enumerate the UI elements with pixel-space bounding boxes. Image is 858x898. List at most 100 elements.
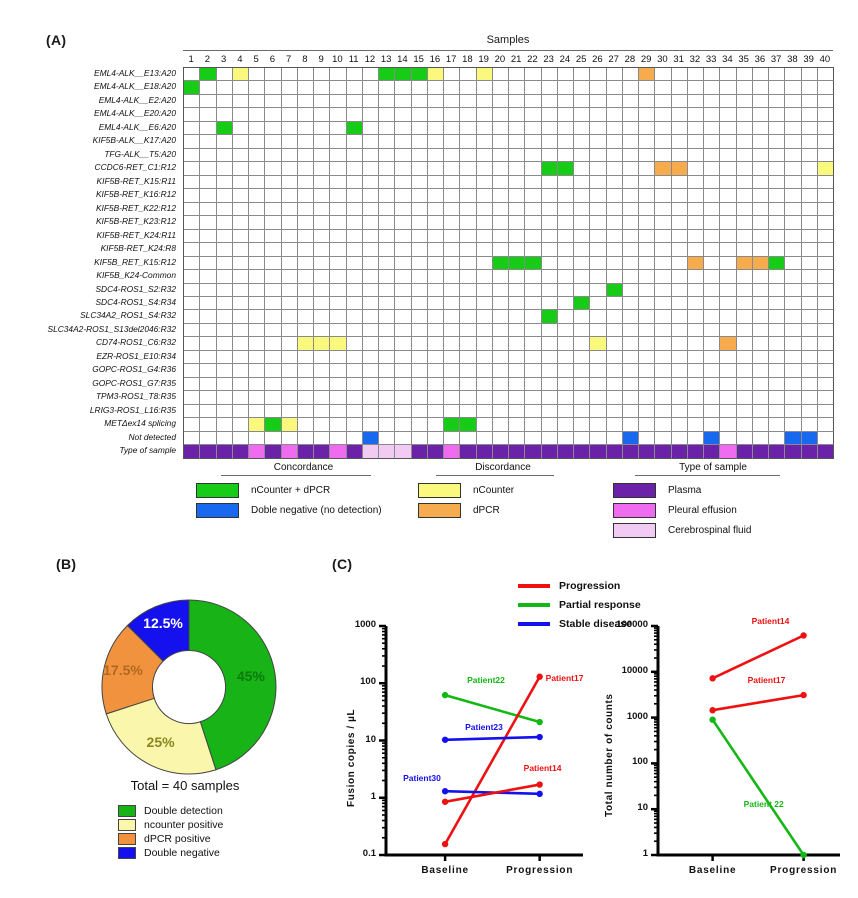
heatmap-cell[interactable] [622,445,639,459]
heatmap-cell[interactable] [769,296,786,311]
heatmap-cell[interactable] [639,377,656,392]
heatmap-cell[interactable] [184,310,201,324]
heatmap-cell[interactable] [476,445,493,459]
heatmap-cell[interactable] [736,202,753,217]
heatmap-cell[interactable] [362,310,379,324]
heatmap-cell[interactable] [720,189,737,203]
heatmap-cell[interactable] [769,243,786,257]
heatmap-cell[interactable] [314,310,331,324]
heatmap-cell[interactable] [395,350,412,365]
heatmap-cell[interactable] [541,377,558,392]
heatmap-cell[interactable] [752,445,769,459]
heatmap-cell[interactable] [557,296,574,311]
heatmap-cell[interactable] [655,296,672,311]
heatmap-cell[interactable] [330,135,347,149]
heatmap-cell[interactable] [622,283,639,297]
heatmap-cell[interactable] [785,243,802,257]
heatmap-cell[interactable] [216,243,233,257]
heatmap-cell[interactable] [200,364,217,378]
heatmap-cell[interactable] [232,418,249,432]
heatmap-cell[interactable] [492,175,509,190]
heatmap-cell[interactable] [606,68,623,82]
heatmap-cell[interactable] [606,418,623,432]
heatmap-cell[interactable] [590,283,607,297]
heatmap-cell[interactable] [492,121,509,136]
heatmap-cell[interactable] [622,216,639,230]
heatmap-cell[interactable] [232,135,249,149]
heatmap-cell[interactable] [314,256,331,271]
heatmap-cell[interactable] [427,108,444,122]
heatmap-cell[interactable] [509,81,526,95]
heatmap-cell[interactable] [265,445,282,459]
heatmap-cell[interactable] [639,148,656,163]
heatmap-cell[interactable] [655,216,672,230]
heatmap-cell[interactable] [574,108,591,122]
heatmap-cell[interactable] [460,256,477,271]
heatmap-cell[interactable] [216,377,233,392]
donut-slice[interactable] [126,599,190,662]
heatmap-cell[interactable] [379,270,396,284]
heatmap-cell[interactable] [541,445,558,459]
heatmap-cell[interactable] [216,350,233,365]
heatmap-cell[interactable] [492,68,509,82]
heatmap-cell[interactable] [395,121,412,136]
heatmap-cell[interactable] [671,431,688,446]
heatmap-cell[interactable] [444,296,461,311]
heatmap-cell[interactable] [184,337,201,351]
heatmap-cell[interactable] [574,121,591,136]
heatmap-cell[interactable] [622,189,639,203]
heatmap-cell[interactable] [216,404,233,419]
heatmap-cell[interactable] [379,229,396,244]
heatmap-cell[interactable] [249,94,266,109]
heatmap-cell[interactable] [769,229,786,244]
heatmap-cell[interactable] [330,337,347,351]
heatmap-cell[interactable] [801,364,818,378]
heatmap-cell[interactable] [574,350,591,365]
heatmap-cell[interactable] [639,296,656,311]
heatmap-cell[interactable] [362,391,379,405]
heatmap-cell[interactable] [817,229,834,244]
heatmap-cell[interactable] [444,229,461,244]
heatmap-cell[interactable] [720,94,737,109]
heatmap-cell[interactable] [574,364,591,378]
heatmap-cell[interactable] [411,377,428,392]
heatmap-cell[interactable] [509,391,526,405]
heatmap-cell[interactable] [525,310,542,324]
heatmap-cell[interactable] [216,270,233,284]
heatmap-cell[interactable] [460,323,477,338]
heatmap-cell[interactable] [541,121,558,136]
heatmap-cell[interactable] [216,216,233,230]
heatmap-cell[interactable] [265,148,282,163]
heatmap-cell[interactable] [655,189,672,203]
heatmap-cell[interactable] [297,337,314,351]
heatmap-cell[interactable] [509,350,526,365]
heatmap-cell[interactable] [200,337,217,351]
heatmap-cell[interactable] [720,270,737,284]
heatmap-cell[interactable] [639,431,656,446]
heatmap-cell[interactable] [704,135,721,149]
heatmap-cell[interactable] [720,445,737,459]
heatmap-cell[interactable] [281,229,298,244]
heatmap-cell[interactable] [574,337,591,351]
heatmap-cell[interactable] [476,323,493,338]
heatmap-cell[interactable] [622,148,639,163]
heatmap-cell[interactable] [184,350,201,365]
heatmap-cell[interactable] [411,229,428,244]
heatmap-cell[interactable] [281,121,298,136]
heatmap-cell[interactable] [557,270,574,284]
heatmap-cell[interactable] [687,270,704,284]
heatmap-cell[interactable] [590,256,607,271]
heatmap-cell[interactable] [232,121,249,136]
heatmap-cell[interactable] [671,121,688,136]
heatmap-cell[interactable] [200,121,217,136]
heatmap-cell[interactable] [541,270,558,284]
heatmap-cell[interactable] [785,202,802,217]
heatmap-cell[interactable] [444,81,461,95]
heatmap-cell[interactable] [769,216,786,230]
heatmap-cell[interactable] [606,121,623,136]
heatmap-cell[interactable] [411,175,428,190]
heatmap-cell[interactable] [444,256,461,271]
heatmap-cell[interactable] [639,256,656,271]
heatmap-cell[interactable] [395,189,412,203]
heatmap-cell[interactable] [687,68,704,82]
